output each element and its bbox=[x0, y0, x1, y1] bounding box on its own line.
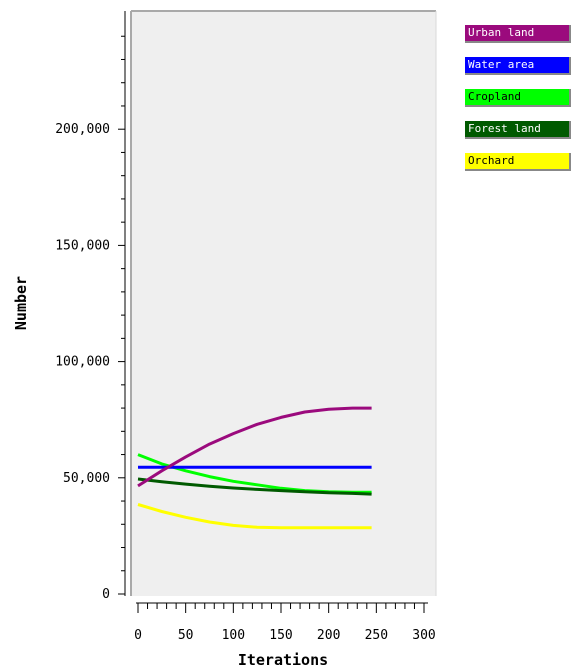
x-axis-ticks: 0 50 100 150 200 250 300 bbox=[134, 603, 436, 643]
x-tick-label: 100 bbox=[222, 628, 245, 643]
y-tick-label: 150,000 bbox=[55, 238, 110, 253]
x-tick-label: 300 bbox=[412, 628, 435, 643]
legend-label: Water area bbox=[468, 58, 535, 71]
y-tick-label: 0 bbox=[102, 587, 110, 602]
series-lines bbox=[137, 406, 372, 530]
legend-label: Orchard bbox=[468, 154, 515, 167]
y-axis-title: Number bbox=[12, 276, 30, 330]
y-axis-ticks: 0 50,000 100,000 150,000 200,000 bbox=[55, 35, 125, 602]
series-line-urban-land bbox=[137, 406, 372, 488]
legend-item: Water area bbox=[465, 57, 571, 75]
legend-label: Cropland bbox=[468, 90, 521, 103]
x-axis-title: Iterations bbox=[238, 651, 328, 669]
legend-item: Orchard bbox=[465, 153, 571, 171]
legend-item: Urban land bbox=[465, 25, 571, 43]
x-tick-label: 200 bbox=[317, 628, 340, 643]
y-tick-label: 200,000 bbox=[55, 122, 110, 137]
x-tick-label: 50 bbox=[178, 628, 194, 643]
legend-item: Forest land bbox=[465, 121, 571, 139]
legend: Urban land Water area Cropland Forest land O… bbox=[465, 25, 571, 185]
y-tick-label: 100,000 bbox=[55, 355, 110, 370]
plot-area bbox=[131, 11, 436, 596]
series-line-orchard bbox=[137, 503, 372, 530]
legend-label: Forest land bbox=[468, 122, 541, 135]
legend-label: Urban land bbox=[468, 26, 535, 39]
x-tick-label: 250 bbox=[365, 628, 388, 643]
series-line-forest-land bbox=[137, 477, 372, 496]
x-tick-label: 150 bbox=[269, 628, 292, 643]
legend-item: Cropland bbox=[465, 89, 571, 107]
x-tick-label: 0 bbox=[134, 628, 142, 643]
y-tick-label: 50,000 bbox=[63, 471, 110, 486]
